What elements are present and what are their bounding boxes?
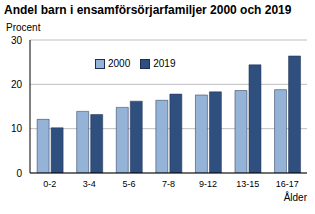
svg-text:3-4: 3-4 [83,179,96,189]
svg-text:30: 30 [11,35,23,46]
svg-text:5-6: 5-6 [122,179,135,189]
html-text:Procent: Procent [6,22,41,33]
svg-text:13-15: 13-15 [236,179,259,189]
svg-text:9-12: 9-12 [199,179,217,189]
svg-text:7-8: 7-8 [162,179,175,189]
svg-text:10: 10 [11,123,23,134]
html-text:2000: 2000 [108,58,131,69]
html-text:Andel barn i ensamförsörjarfam: Andel barn i ensamförsörjarfamiljer 2000… [4,3,292,17]
svg-text:0-2: 0-2 [43,179,56,189]
svg-text:20: 20 [11,79,23,90]
svg-text:0: 0 [16,168,22,179]
html-text:Ålder: Ålder [283,192,307,203]
html-text:2019: 2019 [153,58,176,69]
svg-text:16-17: 16-17 [276,179,299,189]
